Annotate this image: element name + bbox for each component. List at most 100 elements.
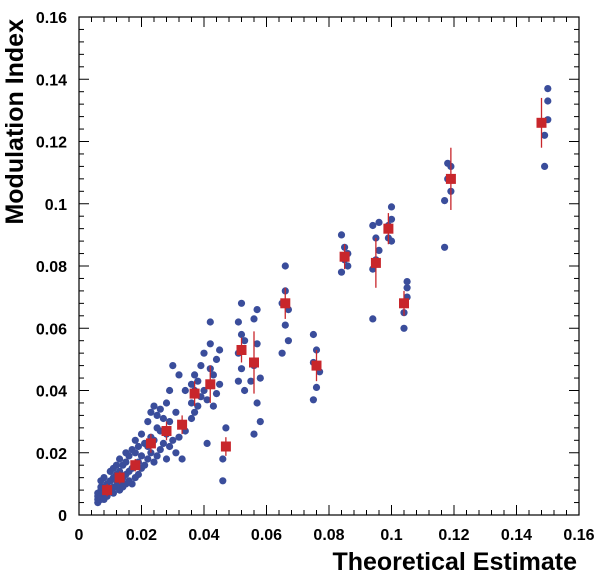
- y-tick-label: 0.08: [36, 259, 67, 276]
- tick-labels-layer: 0 0.02 0.04 0.06 0.08 0.1 0.12 0.14 0.16 0 0.02 0.0…: [36, 10, 595, 544]
- data-point: [144, 455, 152, 463]
- mean-marker: [177, 419, 188, 430]
- data-point: [209, 402, 217, 410]
- data-point: [216, 380, 224, 388]
- y-tick-label: 0.02: [36, 446, 67, 463]
- data-point: [237, 299, 246, 307]
- data-point: [278, 349, 286, 357]
- data-point: [237, 365, 246, 373]
- data-point: [191, 371, 199, 379]
- mean-marker: [280, 298, 291, 309]
- mean-marker: [236, 345, 247, 355]
- data-point: [181, 386, 189, 395]
- mean-marker: [189, 388, 200, 399]
- data-point: [403, 284, 411, 292]
- mean-marker: [145, 438, 156, 449]
- y-tick-label: 0.12: [36, 135, 67, 152]
- data-point: [200, 349, 208, 357]
- data-point: [375, 218, 383, 226]
- data-point: [134, 470, 142, 479]
- data-point: [284, 337, 292, 345]
- x-tick-label: 0.08: [313, 527, 344, 544]
- mean-marker: [383, 223, 394, 234]
- data-point: [166, 442, 174, 451]
- x-tick-label: 0.16: [563, 527, 594, 544]
- data-point: [312, 346, 321, 354]
- y-tick-label: 0.04: [36, 384, 67, 401]
- data-point: [144, 418, 152, 426]
- data-point: [131, 449, 139, 457]
- x-axis-title: Theoretical Estimate: [332, 548, 577, 576]
- y-tick-label: 0.14: [36, 72, 67, 89]
- data-point: [175, 433, 183, 441]
- data-point: [281, 321, 289, 329]
- data-point: [309, 330, 317, 339]
- data-point: [312, 383, 321, 391]
- data-point: [387, 203, 396, 211]
- data-point: [194, 402, 202, 410]
- x-tick-label: 0.04: [188, 527, 219, 544]
- data-point: [197, 362, 205, 370]
- data-point: [241, 386, 249, 395]
- data-point: [166, 386, 174, 395]
- data-point: [191, 408, 199, 416]
- data-point: [137, 430, 146, 438]
- data-point: [387, 237, 396, 245]
- data-point: [256, 374, 264, 382]
- data-point: [169, 362, 177, 370]
- data-point: [116, 455, 124, 463]
- data-point: [162, 399, 171, 407]
- x-tick-label: 0.12: [438, 527, 469, 544]
- mean-marker: [102, 485, 113, 496]
- x-tick-label: 0.02: [126, 527, 157, 544]
- data-point: [187, 380, 196, 388]
- data-point: [309, 396, 317, 404]
- data-point: [212, 355, 221, 363]
- data-point: [112, 461, 121, 469]
- data-point: [253, 306, 261, 314]
- mean-marker: [445, 173, 456, 184]
- data-point: [203, 396, 211, 404]
- data-point: [281, 262, 289, 270]
- data-point: [128, 480, 136, 488]
- data-point: [209, 371, 217, 379]
- data-point: [253, 340, 261, 348]
- data-point: [237, 330, 246, 339]
- data-point: [178, 455, 186, 463]
- y-axis-title: Modulation Index: [1, 19, 29, 225]
- data-point: [544, 97, 552, 105]
- data-point: [337, 268, 346, 276]
- data-point: [159, 414, 167, 423]
- data-point: [206, 340, 214, 348]
- mean-marker: [370, 257, 381, 268]
- error-bars-layer: [106, 97, 543, 497]
- data-point: [234, 318, 242, 326]
- data-point: [241, 337, 249, 345]
- data-point: [175, 371, 183, 379]
- data-point: [194, 377, 202, 385]
- data-point: [234, 377, 242, 385]
- data-point: [156, 405, 164, 413]
- data-point: [369, 315, 377, 323]
- data-point: [206, 318, 214, 326]
- mean-marker: [205, 379, 216, 390]
- data-point: [441, 197, 449, 205]
- mean-marker: [161, 426, 172, 436]
- data-point: [369, 221, 377, 230]
- data-point: [153, 452, 161, 460]
- data-point: [544, 85, 552, 93]
- data-point: [216, 346, 224, 354]
- data-point: [137, 452, 146, 460]
- x-tick-label: 0.06: [251, 527, 282, 544]
- data-point: [247, 377, 255, 385]
- data-point: [150, 458, 158, 466]
- mean-marker: [130, 460, 141, 471]
- data-point: [337, 231, 346, 239]
- data-point: [256, 418, 264, 426]
- data-point: [212, 390, 221, 398]
- data-point: [166, 418, 174, 426]
- data-point: [219, 455, 227, 463]
- data-point: [222, 424, 230, 432]
- data-point: [125, 452, 133, 460]
